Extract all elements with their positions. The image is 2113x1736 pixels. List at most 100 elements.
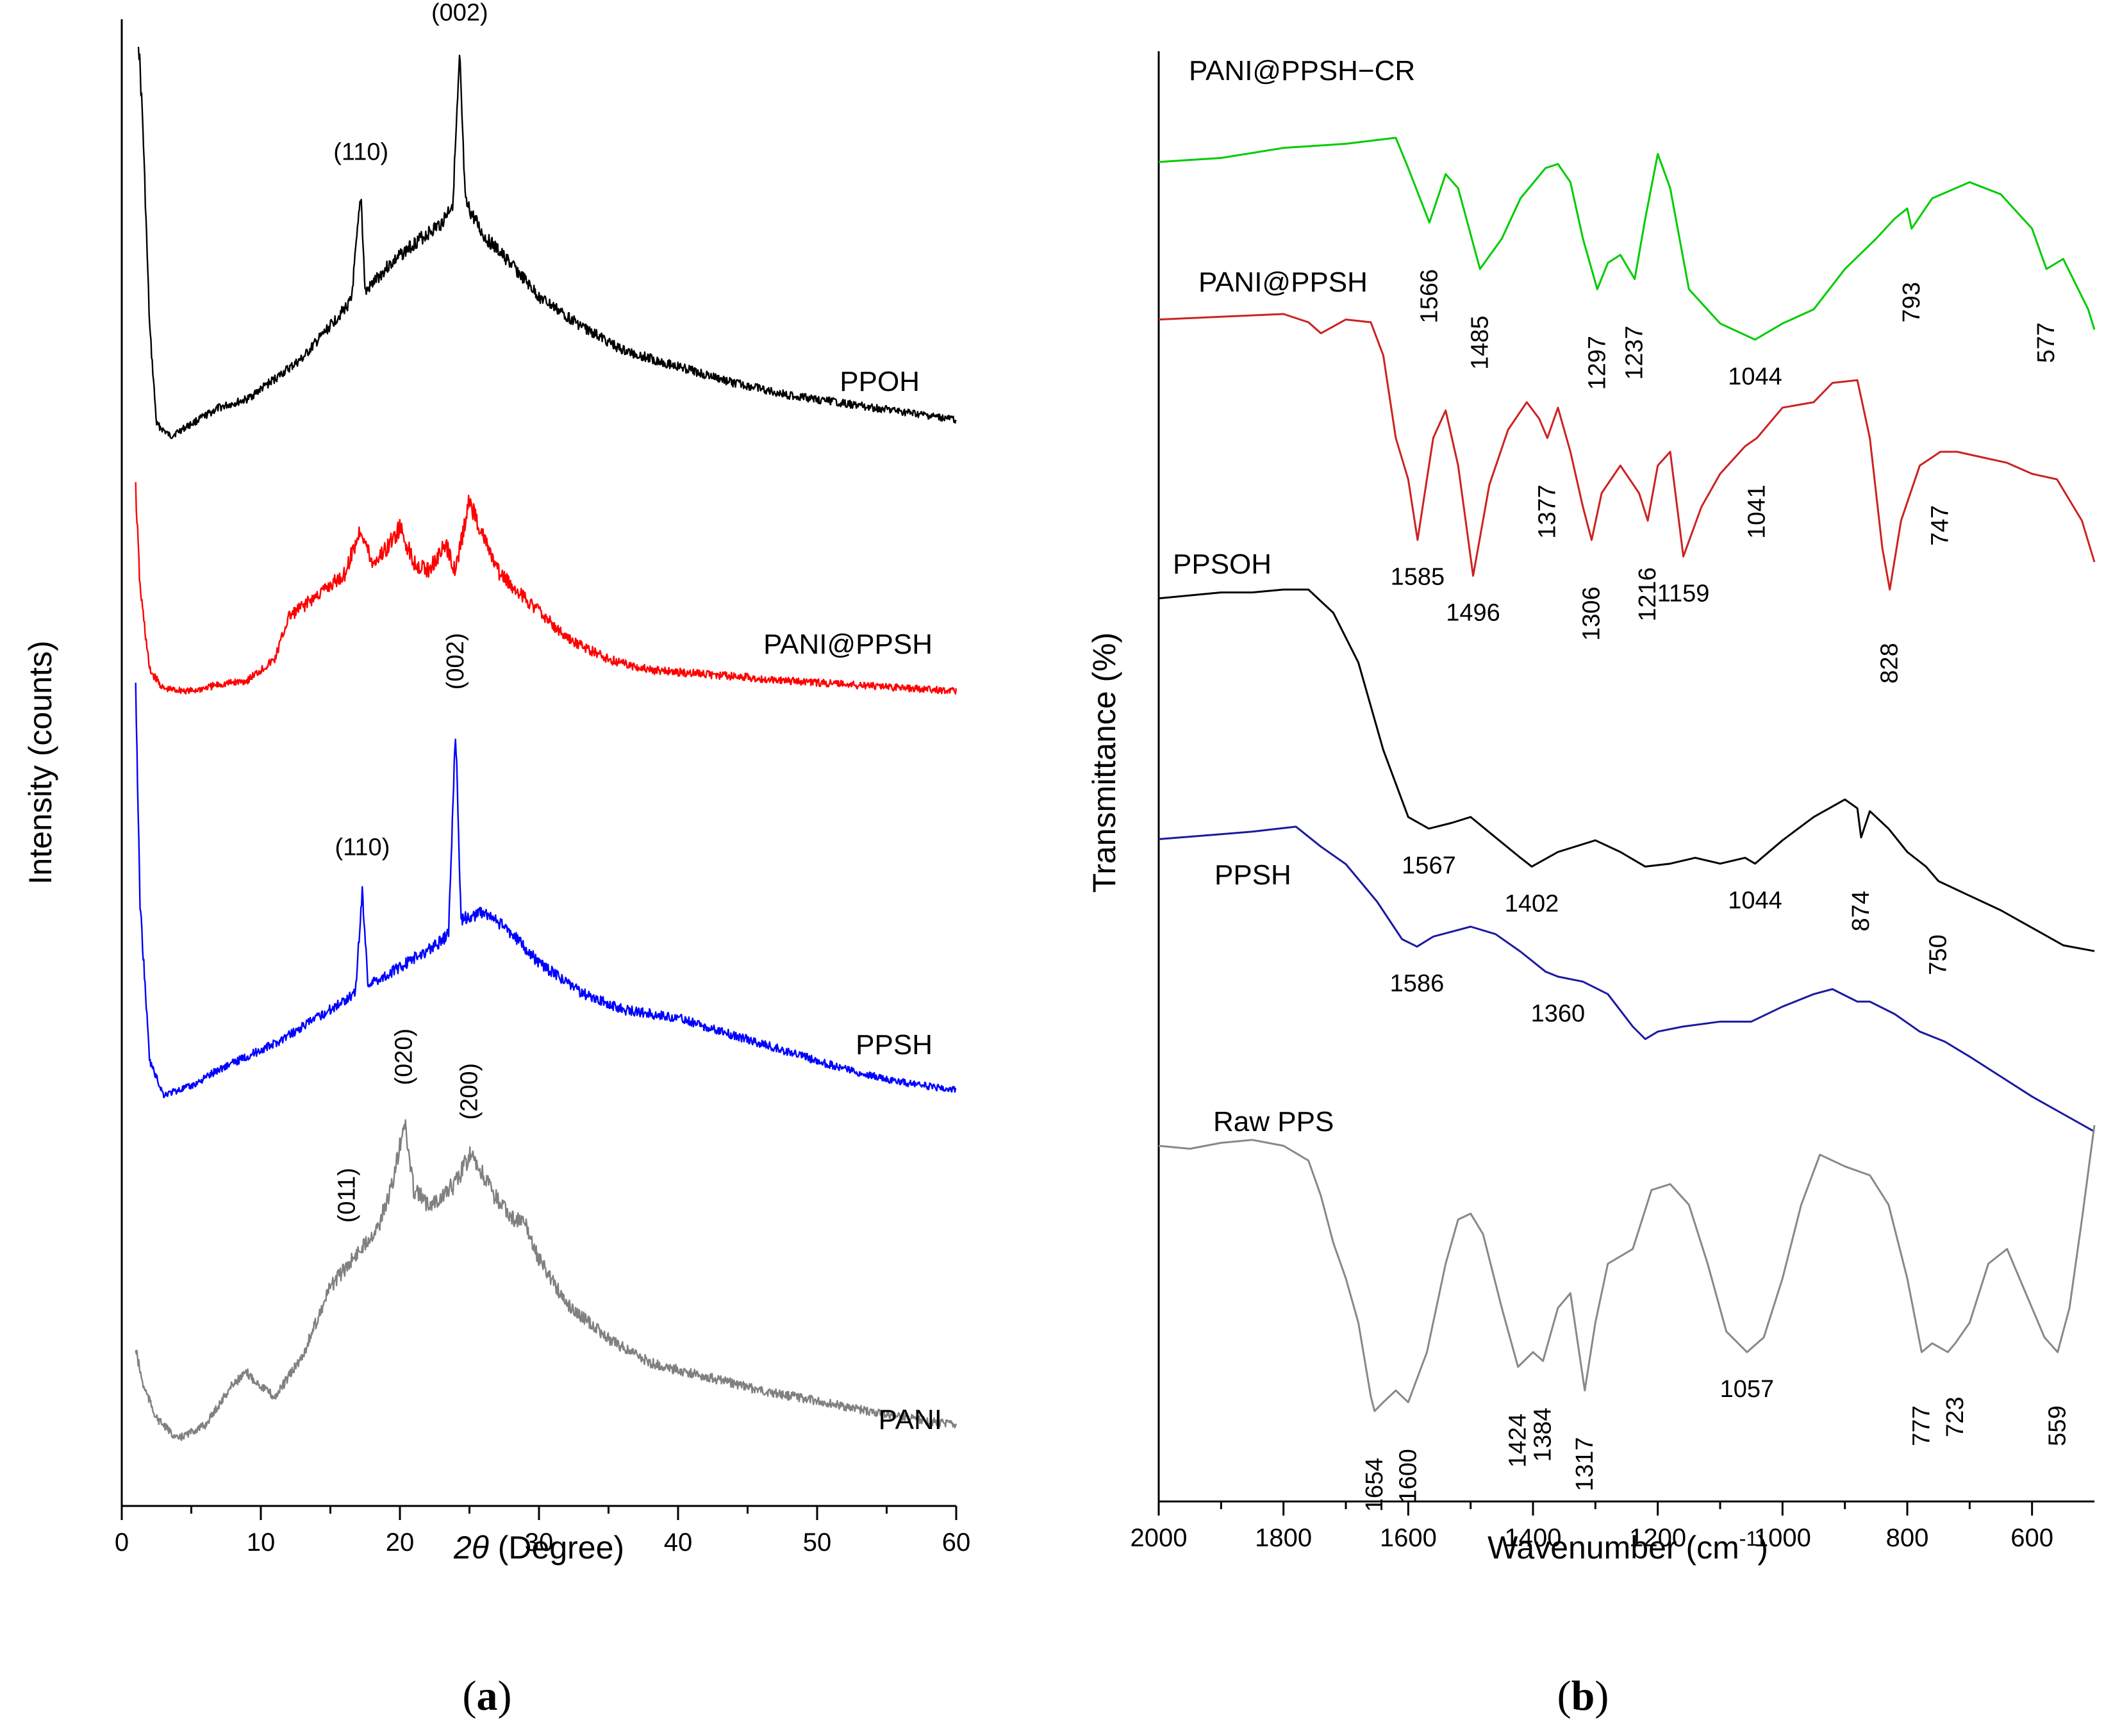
xrd-peak-label: (110) (333, 139, 388, 166)
ftir-series-label-pani-ppsh: PANI@PPSH (1198, 267, 1368, 298)
xrd-x-axis-symbol: 2θ (453, 1530, 489, 1566)
xrd-x-tick-label: 20 (386, 1528, 415, 1557)
xrd-chart-panel: 0 10 20 30 40 50 60 PPOH(110)(002)PANI@PPSHPPS… (22, 0, 970, 1719)
ftir-x-tick-label: 600 (2010, 1524, 2053, 1552)
xrd-series-label-pani: PANI (879, 1404, 942, 1435)
ftir-peak-label: 1044 (1728, 363, 1782, 390)
ftir-series-ppsh: PPSH 1586 1360 (1158, 825, 2095, 1133)
xrd-series-label-pani-ppsh: PANI@PPSH (763, 629, 932, 660)
ftir-y-axis-title: Transmittance (%) (1086, 632, 1122, 893)
panel-b-open: ( (1557, 1673, 1571, 1719)
ftir-series-pani-ppsh-cr: PANI@PPSH−CR 1566 1485 1297 1237 1044 793 577 (1158, 55, 2096, 390)
ftir-line-ppsoh (1158, 588, 2095, 952)
xrd-peak-label: (110) (335, 834, 390, 861)
panel-a-label: (a) (463, 1673, 512, 1719)
ftir-peak-label: 1159 (1657, 580, 1710, 607)
ftir-peak-label: 1360 (1531, 1000, 1586, 1027)
ftir-peak-label: 747 (1927, 505, 1954, 545)
ftir-peak-label: 1317 (1571, 1437, 1598, 1492)
ftir-peak-label: 1496 (1446, 600, 1500, 627)
ftir-series-ppsoh: PPSOH 1567 1402 1044 874 750 (1158, 549, 2095, 975)
ftir-peak-label: 1654 (1361, 1458, 1388, 1512)
ftir-series-label-raw-pps: Raw PPS (1213, 1106, 1334, 1137)
ftir-x-axis-superscript: -1 (1739, 1527, 1757, 1550)
ftir-x-axis-title: Wavenumber (cm-1) (1487, 1527, 1768, 1566)
ftir-peak-label: 777 (1908, 1405, 1935, 1446)
ftir-peak-label: 1057 (1720, 1376, 1775, 1403)
xrd-series-ppsh: PPSH (110) (002) (135, 633, 957, 1098)
ftir-chart-panel: 2000 1800 1600 1400 1200 1000 800 600 PANI@PPSH… (1086, 51, 2096, 1719)
ftir-peak-label: 559 (2044, 1405, 2071, 1446)
ftir-peak-label: 1044 (1728, 888, 1782, 914)
xrd-x-tick-label: 60 (942, 1528, 971, 1557)
ftir-peak-label: 1585 (1391, 564, 1445, 591)
xrd-peak-label: (002) (431, 0, 488, 26)
ftir-peak-label: 1485 (1466, 315, 1493, 370)
ftir-peak-label: 1237 (1621, 326, 1648, 380)
panel-b-label: (b) (1557, 1673, 1609, 1719)
xrd-line-pani (135, 1119, 957, 1441)
ftir-peak-label: 577 (2033, 322, 2060, 363)
ftir-peak-label: 1600 (1395, 1449, 1421, 1503)
xrd-y-axis-title: Intensity (counts) (22, 641, 58, 885)
ftir-x-tick-label: 1800 (1255, 1524, 1312, 1552)
xrd-peak-label: (200) (456, 1063, 483, 1120)
ftir-peak-label: 1424 (1505, 1414, 1532, 1468)
ftir-peak-label: 1041 (1743, 484, 1770, 539)
ftir-x-tick-label: 1200 (1629, 1524, 1686, 1552)
xrd-peak-label: (020) (391, 1029, 418, 1086)
ftir-x-axis-close: ) (1757, 1530, 1768, 1566)
ftir-peak-label: 1297 (1584, 336, 1611, 390)
xrd-x-axis-unit: (Degree) (489, 1530, 624, 1566)
ftir-series-label-ppsh: PPSH (1214, 859, 1291, 891)
ftir-line-pani-ppsh-cr (1158, 136, 2096, 341)
ftir-x-axis-main: Wavenumber (cm (1487, 1530, 1739, 1566)
xrd-line-pani-ppsh (135, 482, 957, 695)
panel-b-close: ) (1595, 1673, 1609, 1719)
xrd-peak-label: (011) (334, 1168, 361, 1223)
ftir-peak-label: 1377 (1534, 484, 1561, 539)
ftir-line-raw-pps (1158, 1125, 2096, 1412)
xrd-x-tick-label: 50 (803, 1528, 832, 1557)
ftir-line-pani-ppsh (1158, 313, 2096, 591)
ftir-x-tick-label: 1000 (1754, 1524, 1811, 1552)
ftir-series-label-pani-ppsh-cr: PANI@PPSH−CR (1189, 55, 1415, 87)
xrd-x-axis-title: 2θ (Degree) (453, 1530, 624, 1566)
ftir-x-tick-label: 1600 (1380, 1524, 1437, 1552)
ftir-peak-label: 1216 (1634, 567, 1661, 622)
xrd-series-pani-ppsh: PANI@PPSH (135, 482, 957, 695)
xrd-series-label-ppoh: PPOH (840, 366, 920, 397)
xrd-line-ppsh (135, 682, 957, 1098)
panel-a-open: ( (463, 1673, 477, 1719)
xrd-series-ppoh: PPOH (110) (002) (137, 0, 957, 440)
xrd-series-label-ppsh: PPSH (856, 1029, 932, 1061)
xrd-x-tick-label: 0 (115, 1528, 129, 1557)
ftir-peak-label: 750 (1925, 934, 1952, 975)
ftir-x-tick-label: 2000 (1131, 1524, 1188, 1552)
ftir-peak-label: 793 (1898, 282, 1925, 322)
ftir-ticks: 2000 1800 1600 1400 1200 1000 800 600 (1131, 1501, 2053, 1552)
ftir-peak-label: 723 (1942, 1396, 1969, 1437)
xrd-peak-label: (002) (442, 633, 469, 690)
panel-a-letter: a (477, 1673, 498, 1719)
ftir-peak-label: 1306 (1578, 586, 1605, 641)
xrd-x-tick-label: 40 (664, 1528, 693, 1557)
ftir-series-label-ppsoh: PPSOH (1173, 549, 1272, 580)
panel-b-letter: b (1571, 1673, 1595, 1719)
xrd-line-ppoh (137, 47, 957, 440)
panel-a-close: ) (498, 1673, 512, 1719)
ftir-peak-label: 1384 (1530, 1408, 1557, 1462)
ftir-x-tick-label: 1400 (1505, 1524, 1562, 1552)
ftir-peak-label: 1567 (1402, 852, 1456, 879)
ftir-peak-label: 874 (1848, 891, 1875, 931)
xrd-x-tick-label: 30 (525, 1528, 554, 1557)
ftir-peak-label: 1586 (1390, 970, 1445, 997)
xrd-ticks: 0 10 20 30 40 50 60 (115, 1506, 970, 1557)
ftir-peak-label: 1566 (1416, 269, 1443, 324)
xrd-series-group: PPOH (110) (002) PANI@PPSH PPSH (110) (002) PAN… (135, 0, 957, 1441)
